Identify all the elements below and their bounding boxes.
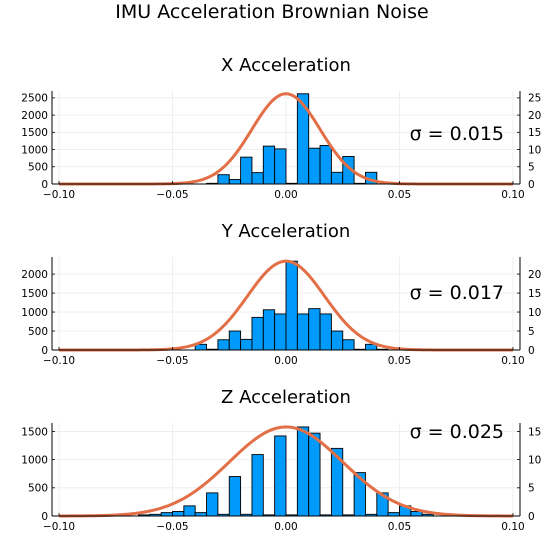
y-tick-label: 1000 [21,144,48,156]
y-tick-label: 500 [28,326,48,338]
panel-title: Y Acceleration [221,221,351,242]
histogram-bar [274,435,287,517]
y2-tick-label: 20 [528,110,541,122]
histogram-bar [342,339,355,351]
y2-tick-label: 10 [528,307,541,319]
histogram-bar [274,313,287,351]
histogram-bar [308,308,321,351]
histogram-bar [296,313,310,351]
histogram-bar [160,512,173,517]
histogram-bar [172,511,185,517]
x-tick-label: 0.00 [274,355,297,367]
x-tick-label: 0.10 [501,355,524,367]
histogram-bar [296,426,310,517]
y-tick-label: 1500 [21,426,48,438]
y-tick-label: 1500 [21,288,48,300]
y2-tick-label: 15 [528,426,541,438]
histogram-bar [262,145,276,185]
y-tick-label: 1000 [21,307,48,319]
histogram-bar [251,316,264,351]
histogram-bar [308,147,321,185]
sigma-annotation: σ = 0.015 [410,123,504,145]
histogram-bar [319,313,332,351]
histogram-bar [251,454,264,517]
histogram-bar [285,260,298,351]
y-tick-label: 500 [28,483,48,495]
x-tick-label: −0.05 [156,189,188,201]
x-tick-label: −0.10 [43,355,75,367]
y2-tick-label: 25 [528,93,541,105]
histogram-bar [262,309,276,351]
y2-tick-label: 0 [528,179,535,191]
y-tick-label: 1000 [21,454,48,466]
x-tick-label: −0.05 [156,355,188,367]
y-tick-label: 2000 [21,269,48,281]
panel-title: Z Acceleration [221,387,351,408]
panel-title: X Acceleration [221,55,351,76]
y-tick-label: 2000 [21,110,48,122]
histogram-bar [183,505,196,517]
y2-tick-label: 20 [528,269,541,281]
histogram-bar [228,476,242,517]
x-tick-label: 0.00 [274,189,297,201]
y-tick-label: 2500 [21,93,48,105]
x-tick-label: 0.05 [388,521,411,533]
histogram-bar [194,512,207,517]
histogram-bar [228,179,242,185]
x-tick-label: 0.10 [501,189,524,201]
y2-tick-label: 5 [528,162,535,174]
normal-fit-curve [59,425,513,518]
panel-3: −0.10 −0.05 0.00 0.05 0.10 0 500 1000 1500 0 5 10 15… [21,387,541,533]
histogram-bar [274,148,287,185]
x-tick-label: 0.00 [274,521,297,533]
y-tick-label: 1500 [21,127,48,139]
histogram-bar [240,338,253,351]
histogram-bar [410,511,423,517]
panels: −0.10 −0.05 0.00 0.05 0.10050010001500200025… [21,55,541,533]
histogram-bar [251,172,264,185]
histogram-bar [206,492,219,517]
histogram-bar [217,339,230,351]
y2-tick-label: 5 [528,326,535,338]
y-tick-label: 0 [41,345,48,357]
histogram-bar [387,512,400,517]
sigma-annotation: σ = 0.025 [410,421,504,443]
histogram-bar [228,330,242,351]
y-tick-label: 500 [28,162,48,174]
x-tick-label: 0.10 [501,521,524,533]
sigma-annotation: σ = 0.017 [410,282,504,304]
histogram-bar [319,144,332,185]
x-tick-label: −0.05 [156,521,188,533]
y2-tick-label: 0 [528,345,535,357]
y2-tick-label: 0 [528,511,535,523]
figure-title: IMU Acceleration Brownian Noise [115,1,428,23]
x-tick-label: −0.10 [43,189,75,201]
x-tick-label: −0.10 [43,521,75,533]
panel-2: −0.10 −0.05 0.00 0.05 0.10 0 500 1000 1500 2000 0 5… [21,221,541,367]
y2-tick-label: 10 [528,454,541,466]
y2-tick-label: 10 [528,144,541,156]
y-tick-label: 0 [41,179,48,191]
y2-tick-label: 15 [528,127,541,139]
x-tick-label: 0.05 [388,355,411,367]
histogram-bar [330,330,344,351]
x-tick-label: 0.05 [388,189,411,201]
histogram-bar [217,174,230,185]
y2-tick-label: 5 [528,483,535,495]
panel-1: −0.10 −0.05 0.00 0.05 0.10 0 500 1000 1500 2000 25… [21,55,541,201]
histogram-bar [308,432,321,517]
y-tick-label: 0 [41,511,48,523]
histogram-bar [240,156,253,185]
y2-tick-label: 15 [528,288,541,300]
histogram-bar [330,171,344,185]
